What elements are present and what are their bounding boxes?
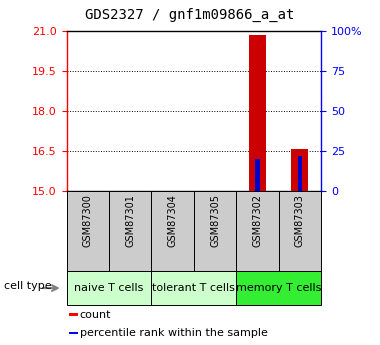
Bar [66,191,109,271]
Text: GSM87300: GSM87300 [83,194,93,247]
Text: GDS2327 / gnf1m09866_a_at: GDS2327 / gnf1m09866_a_at [86,8,294,22]
Text: count: count [80,309,111,319]
Bar [66,271,151,305]
Text: cell type: cell type [4,282,51,291]
Bar [69,313,78,316]
Bar [236,191,279,271]
Text: percentile rank within the sample: percentile rank within the sample [80,328,268,338]
Text: naive T cells: naive T cells [74,283,144,293]
Bar [236,271,321,305]
Bar [255,159,260,191]
Bar [109,191,151,271]
Bar [151,271,236,305]
Text: GSM87302: GSM87302 [252,194,263,247]
Bar [69,332,78,334]
Text: tolerant T cells: tolerant T cells [152,283,235,293]
Text: memory T cells: memory T cells [236,283,321,293]
Text: GSM87301: GSM87301 [125,194,135,247]
Bar [194,191,236,271]
Bar [151,191,194,271]
Text: GSM87305: GSM87305 [210,194,220,247]
Bar [298,156,302,191]
Text: GSM87304: GSM87304 [168,194,177,247]
Bar [291,149,309,191]
Text: GSM87303: GSM87303 [295,194,305,247]
Bar [249,35,266,191]
Bar [279,191,321,271]
